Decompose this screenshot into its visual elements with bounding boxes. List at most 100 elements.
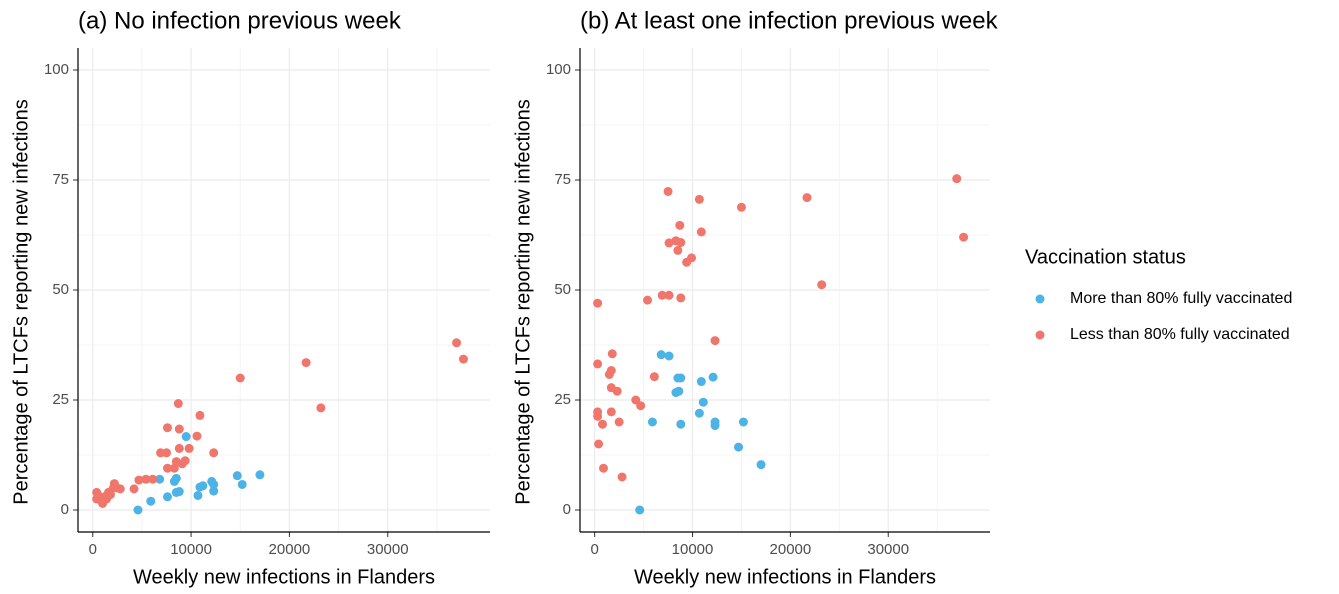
data-point <box>676 373 686 383</box>
x-tick-label: 20000 <box>770 541 812 558</box>
data-point <box>129 484 139 494</box>
data-point <box>171 473 181 483</box>
data-point <box>738 417 748 427</box>
legend-label: More than 80% fully vaccinated <box>1070 290 1292 307</box>
data-point <box>146 496 156 506</box>
data-point <box>674 386 684 396</box>
y-tick-label: 100 <box>44 61 69 78</box>
legend-label: Less than 80% fully vaccinated <box>1070 326 1290 343</box>
data-point <box>452 338 462 348</box>
y-tick-label: 75 <box>554 171 571 188</box>
y-axis-label: Percentage of LTCFs reporting new infect… <box>10 99 32 504</box>
data-point <box>141 474 151 484</box>
data-point <box>649 372 659 382</box>
data-point <box>676 419 686 429</box>
data-point <box>656 350 666 360</box>
data-point <box>173 399 183 409</box>
data-point <box>676 293 686 303</box>
data-point <box>676 237 686 247</box>
y-tick-label: 0 <box>563 501 571 518</box>
y-tick-label: 25 <box>554 391 571 408</box>
data-point <box>184 443 194 453</box>
data-point <box>598 463 608 473</box>
data-point <box>710 336 720 346</box>
data-point <box>232 471 242 481</box>
x-tick-label: 0 <box>591 541 599 558</box>
data-point <box>180 456 190 466</box>
x-tick-label: 0 <box>89 541 97 558</box>
x-axis-label: Weekly new infections in Flanders <box>133 566 435 588</box>
data-point <box>736 202 746 212</box>
data-point <box>647 417 657 427</box>
legend-title: Vaccination status <box>1025 246 1186 268</box>
data-point <box>664 238 674 248</box>
data-point <box>694 408 704 418</box>
chart-title: (a) No infection previous week <box>78 7 402 34</box>
data-point <box>696 227 706 237</box>
data-point <box>155 474 165 484</box>
x-tick-label: 10000 <box>170 541 212 558</box>
data-point <box>710 421 720 431</box>
data-point <box>617 472 627 482</box>
data-point <box>607 349 617 359</box>
data-point <box>708 372 718 382</box>
data-point <box>598 419 608 429</box>
y-tick-label: 50 <box>52 281 69 298</box>
data-point <box>316 403 326 413</box>
data-point <box>612 386 622 396</box>
data-point <box>174 424 184 434</box>
data-point <box>162 423 172 433</box>
data-point <box>614 417 624 427</box>
data-point <box>133 505 143 515</box>
data-point <box>593 411 603 421</box>
data-point <box>593 359 603 369</box>
data-point <box>148 474 158 484</box>
data-point <box>675 220 685 230</box>
data-point <box>959 232 969 242</box>
data-point <box>694 194 704 204</box>
y-tick-label: 50 <box>554 281 571 298</box>
data-point <box>237 479 247 489</box>
data-point <box>696 377 706 387</box>
data-point <box>664 351 674 361</box>
data-point <box>181 432 191 442</box>
data-point <box>209 448 219 458</box>
data-point <box>606 407 616 417</box>
data-point <box>802 193 812 203</box>
data-point <box>255 470 265 480</box>
data-point <box>698 397 708 407</box>
data-point <box>209 486 219 496</box>
chart-title: (b) At least one infection previous week <box>580 7 999 34</box>
data-point <box>235 373 245 383</box>
data-point <box>673 245 683 255</box>
x-tick-label: 10000 <box>672 541 714 558</box>
data-point <box>209 479 219 489</box>
legend-marker <box>1035 330 1045 340</box>
data-point <box>301 358 311 368</box>
data-point <box>734 442 744 452</box>
data-point <box>161 448 171 458</box>
y-axis-label: Percentage of LTCFs reporting new infect… <box>512 99 534 504</box>
data-point <box>195 410 205 420</box>
x-tick-label: 30000 <box>867 541 909 558</box>
data-point <box>687 253 697 263</box>
data-point <box>458 354 468 364</box>
data-point <box>952 174 962 184</box>
data-point <box>174 443 184 453</box>
data-point <box>756 460 766 470</box>
data-point <box>193 490 203 500</box>
y-tick-label: 75 <box>52 171 69 188</box>
data-point <box>115 484 125 494</box>
data-point <box>606 366 616 376</box>
data-point <box>162 463 172 473</box>
data-point <box>643 295 653 305</box>
data-point <box>594 439 604 449</box>
data-point <box>174 487 184 497</box>
data-point <box>134 475 144 485</box>
x-axis-label: Weekly new infections in Flanders <box>634 566 936 588</box>
y-tick-label: 25 <box>52 391 69 408</box>
x-tick-label: 30000 <box>367 541 409 558</box>
data-point <box>664 290 674 300</box>
data-point <box>817 280 827 290</box>
